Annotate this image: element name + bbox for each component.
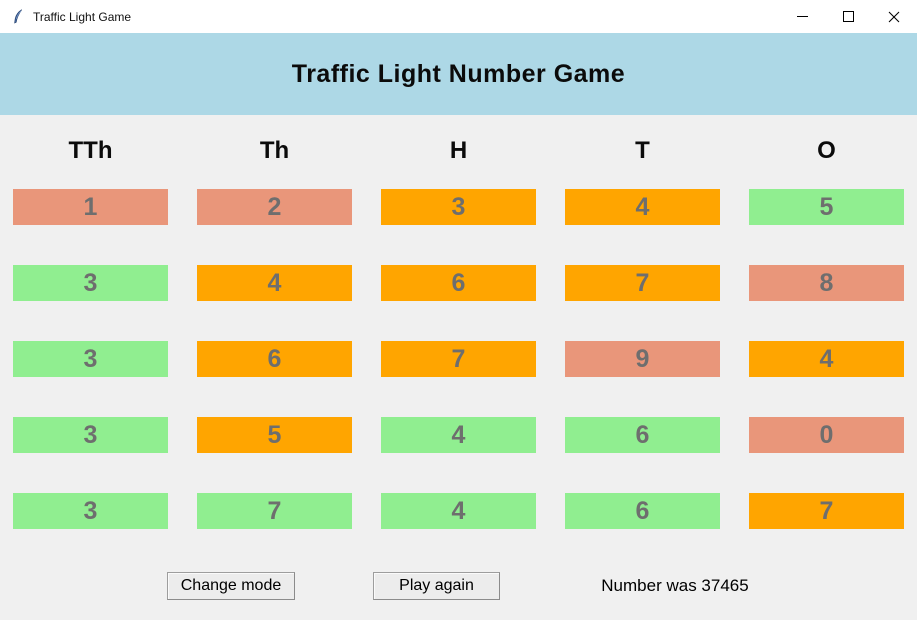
grid-cell: 3 xyxy=(13,493,168,529)
column-header: T xyxy=(635,137,650,164)
change-mode-button[interactable]: Change mode xyxy=(167,572,295,600)
grid-cell: 3 xyxy=(13,341,168,377)
grid-cell: 7 xyxy=(749,493,904,529)
grid-cell: 4 xyxy=(381,417,536,453)
maximize-button[interactable] xyxy=(825,0,871,33)
grid-cell: 9 xyxy=(565,341,720,377)
grid-cell: 7 xyxy=(565,265,720,301)
column-headers: TTh Th H T O xyxy=(0,132,917,170)
page-title: Traffic Light Number Game xyxy=(291,59,626,88)
grid-cell: 6 xyxy=(197,341,352,377)
status-text: Number was 37465 xyxy=(601,576,749,595)
grid-cell: 3 xyxy=(381,189,536,225)
play-again-button[interactable]: Play again xyxy=(373,572,500,600)
grid-cell: 8 xyxy=(749,265,904,301)
grid-cell: 4 xyxy=(381,493,536,529)
column-header: H xyxy=(449,137,468,164)
grid-cell: 4 xyxy=(565,189,720,225)
grid-cell: 6 xyxy=(381,265,536,301)
grid-cell: 5 xyxy=(749,189,904,225)
column-header: O xyxy=(817,137,836,164)
grid-cell: 2 xyxy=(197,189,352,225)
grid-cell: 1 xyxy=(13,189,168,225)
window-controls xyxy=(779,0,917,33)
grid-cell: 5 xyxy=(197,417,352,453)
grid-cell: 7 xyxy=(381,341,536,377)
grid-cell: 7 xyxy=(197,493,352,529)
grid-cell: 4 xyxy=(197,265,352,301)
grid-cell: 0 xyxy=(749,417,904,453)
minimize-button[interactable] xyxy=(779,0,825,33)
app-feather-icon xyxy=(11,8,25,25)
close-icon xyxy=(888,11,900,22)
grid-cell: 6 xyxy=(565,417,720,453)
window-title: Traffic Light Game xyxy=(33,9,132,24)
footer: Change mode Play again Number was 37465 xyxy=(0,572,917,600)
column-header: TTh xyxy=(68,137,113,164)
minimize-icon xyxy=(796,16,808,17)
header-banner: Traffic Light Number Game xyxy=(0,33,917,115)
maximize-icon xyxy=(842,11,854,22)
close-button[interactable] xyxy=(871,0,917,33)
titlebar: Traffic Light Game xyxy=(0,0,917,33)
column-header: Th xyxy=(259,137,290,164)
grid-cell: 4 xyxy=(749,341,904,377)
grid-cell: 3 xyxy=(13,417,168,453)
grid-cell: 6 xyxy=(565,493,720,529)
grid-cell: 3 xyxy=(13,265,168,301)
